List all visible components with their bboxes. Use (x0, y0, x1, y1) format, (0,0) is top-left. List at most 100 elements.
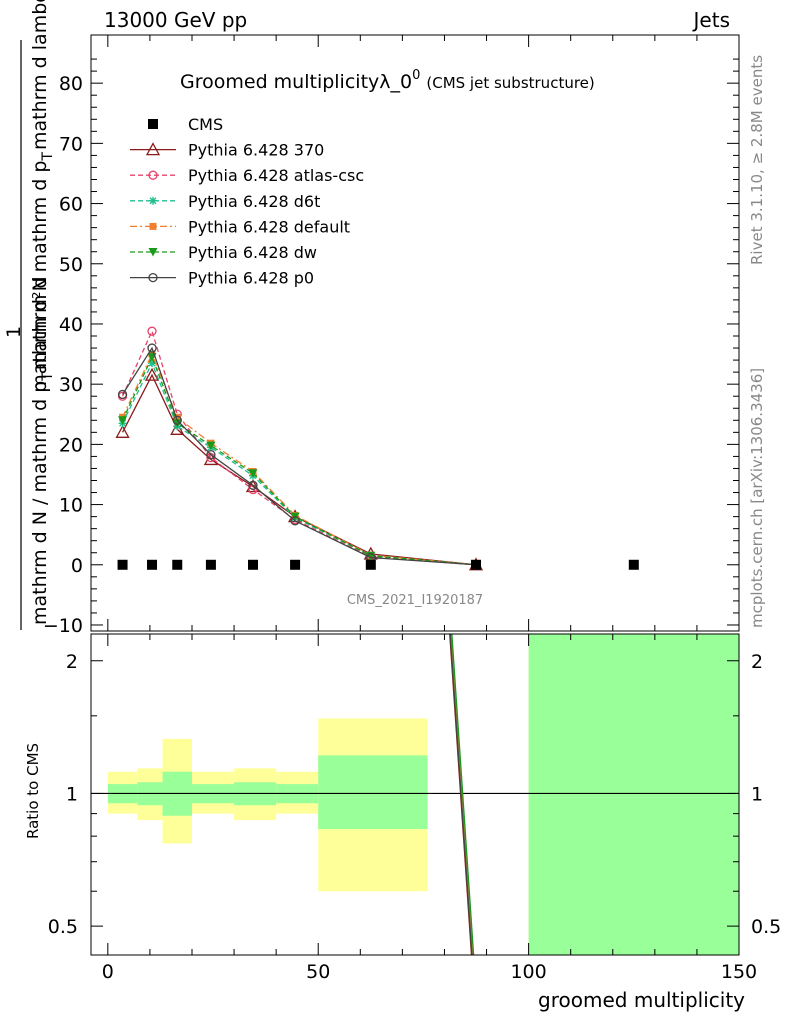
ratio-ytick-label-left-2: 2 (66, 651, 78, 673)
ytick-label-0: −10 (43, 615, 83, 637)
main-ylabel: mathrm d²N 1 mathrm d N / mathrm d pTmat… (3, 0, 56, 630)
xtick-label-0: 0 (102, 961, 114, 983)
legend-marker-pythia-6-428-370 (145, 142, 161, 156)
point-cms-8 (628, 559, 639, 570)
ytick-label-8: 70 (59, 133, 83, 155)
plot-title: Groomed multiplicityλ_00 (CMS jet substru… (180, 68, 595, 93)
legend-label-pythia-6-428-dw: Pythia 6.428 dw (188, 243, 317, 262)
ratio-ylabel: Ratio to CMS (24, 743, 42, 839)
mcplots-label: mcplots.cern.ch [arXiv:1306.3436] (748, 368, 766, 628)
point-cms-0 (117, 559, 128, 570)
point-pythia-6-428-dw-0 (118, 416, 128, 425)
legend-item-pythia-6-428-370: Pythia 6.428 370 (130, 141, 324, 160)
band-inner-6 (318, 755, 428, 830)
legend-label-pythia-6-428-370: Pythia 6.428 370 (188, 141, 324, 160)
xlabel: groomed multiplicity (538, 988, 745, 1012)
point-cms-1 (147, 559, 158, 570)
series-pythia-6-428-default (119, 350, 480, 569)
ylabel-numerator: mathrm d²N (29, 277, 51, 393)
legend-item-pythia-6-428-atlas-csc: Pythia 6.428 atlas-csc (130, 166, 364, 185)
ytick-label-2: 10 (59, 495, 83, 517)
legend-marker-pythia-6-428-dw (148, 248, 158, 257)
ratio-bands (91, 634, 739, 955)
series-line-pythia-6-428-dw (121, 355, 477, 566)
legend-label-pythia-6-428-d6t: Pythia 6.428 d6t (188, 192, 320, 211)
xtick-label-3: 150 (721, 961, 757, 983)
legend-marker-pythia-6-428-default (149, 222, 157, 230)
header-process: Jets (692, 8, 730, 32)
ratio-line-pythia-6-428-p0 (449, 634, 473, 955)
series-line-pythia-6-428-atlas-csc (121, 329, 477, 566)
analysis-watermark: CMS_2021_I1920187 (347, 593, 483, 608)
ratio-frame (90, 633, 740, 956)
series-cms (117, 559, 639, 570)
point-pythia-6-428-p0-1 (147, 343, 157, 353)
xtick-label-2: 100 (510, 961, 546, 983)
main-plot-series (115, 326, 639, 571)
series-line-pythia-6-428-370 (121, 373, 477, 566)
ytick-label-1: 0 (71, 555, 83, 577)
series-line-pythia-6-428-d6t (121, 361, 477, 566)
legend-marker-cms (148, 119, 158, 129)
legend-label-cms: CMS (188, 115, 223, 134)
ytick-label-6: 50 (59, 254, 83, 276)
point-cms-2 (172, 559, 183, 570)
series-line-pythia-6-428-default (121, 352, 477, 566)
legend-item-pythia-6-428-default: Pythia 6.428 default (130, 217, 350, 236)
legend-marker-pythia-6-428-atlas-csc (148, 170, 158, 180)
ytick-label-9: 80 (59, 73, 83, 95)
ratio-line-pythia-6-428-dw (451, 634, 475, 955)
point-pythia-6-428-p0-4 (248, 480, 258, 490)
main-plot: −10 0 10 20 30 40 50 60 70 80 Groomed multiplicit… (43, 34, 740, 637)
legend-item-pythia-6-428-d6t: Pythia 6.428 d6t (130, 192, 320, 211)
point-cms-7 (471, 559, 482, 570)
point-pythia-6-428-atlas-csc-1 (147, 326, 157, 336)
ratio-ytick-label-right-0: 0.5 (751, 916, 781, 938)
band-inner-7 (528, 634, 739, 955)
ratio-ytick-label-right-1: 1 (751, 783, 763, 805)
ratio-plot-axes: 0.5 0.5 1 1 2 2 0 50 100 150 (48, 633, 781, 983)
ratio-ytick-label-left-0: 0.5 (48, 916, 78, 938)
ytick-label-4: 30 (59, 374, 83, 396)
legend: CMS Pythia 6.428 370 Pythia 6.428 atlas-cs… (130, 115, 364, 288)
series-pythia-6-428-dw (118, 353, 481, 570)
point-cms-4 (248, 559, 258, 570)
ylabel-denominator: mathrm d N / mathrm d pTmathrm dmathrm d… (29, 0, 56, 625)
point-pythia-6-428-dw-3 (206, 441, 216, 451)
point-pythia-6-428-dw-2 (172, 419, 182, 428)
ytick-label-5: 40 (59, 314, 83, 336)
point-pythia-6-428-370-0 (115, 424, 130, 438)
point-cms-5 (290, 559, 301, 570)
header-energy: 13000 GeV pp (104, 8, 247, 32)
point-pythia-6-428-p0-0 (117, 389, 128, 400)
point-cms-6 (365, 559, 376, 570)
series-pythia-6-428-d6t (118, 359, 481, 569)
point-pythia-6-428-p0-3 (206, 449, 216, 460)
point-pythia-6-428-default-2 (173, 413, 181, 421)
ytick-label-7: 60 (59, 194, 83, 216)
series-pythia-6-428-370 (115, 367, 484, 571)
point-pythia-6-428-p0-5 (290, 516, 300, 526)
legend-item-pythia-6-428-p0: Pythia 6.428 p0 (130, 269, 314, 288)
ratio-ytick-label-right-2: 2 (751, 651, 763, 673)
legend-label-pythia-6-428-p0: Pythia 6.428 p0 (188, 269, 314, 288)
point-pythia-6-428-p0-2 (172, 415, 182, 425)
main-plot-axes: −10 0 10 20 30 40 50 60 70 80 (43, 34, 740, 637)
legend-item-cms: CMS (148, 115, 223, 134)
series-pythia-6-428-atlas-csc (117, 326, 481, 570)
series-line-pythia-6-428-p0 (122, 346, 477, 566)
legend-marker-pythia-6-428-d6t (149, 196, 157, 205)
ytick-label-3: 20 (59, 434, 83, 456)
point-pythia-6-428-dw-4 (248, 469, 258, 478)
legend-marker-pythia-6-428-p0 (148, 272, 158, 283)
point-cms-3 (205, 559, 216, 570)
xtick-label-1: 50 (306, 961, 330, 983)
point-pythia-6-428-370-1 (144, 367, 160, 381)
ylabel-fraction-bar-text: 1 (3, 326, 25, 338)
ratio-ytick-label-left-1: 1 (66, 783, 78, 805)
legend-marker-pythia-6-428-d6t-d2 (149, 197, 157, 205)
series-pythia-6-428-p0 (117, 343, 481, 570)
rivet-version-label: Rivet 3.1.10, ≥ 2.8M events (748, 55, 766, 265)
legend-label-pythia-6-428-atlas-csc: Pythia 6.428 atlas-csc (188, 166, 364, 185)
